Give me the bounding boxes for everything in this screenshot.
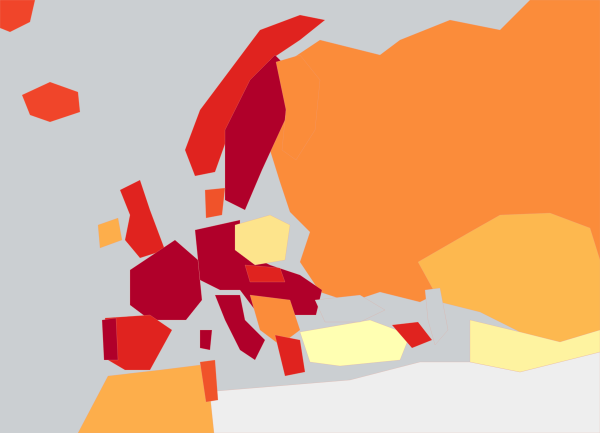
region-kazakhstan bbox=[417, 212, 600, 343]
caspian-sea bbox=[424, 287, 449, 346]
region-ireland bbox=[97, 217, 123, 249]
black-sea bbox=[314, 294, 386, 323]
region-north-africa bbox=[77, 364, 215, 433]
region-central-asia bbox=[469, 319, 600, 373]
region-sardinia bbox=[199, 329, 213, 351]
region-finland bbox=[275, 54, 321, 161]
region-turkey bbox=[299, 319, 411, 367]
region-uk bbox=[119, 179, 166, 259]
region-italy bbox=[214, 294, 266, 361]
region-slovakia bbox=[244, 264, 286, 283]
region-norway bbox=[184, 14, 326, 177]
region-iceland bbox=[21, 81, 81, 123]
region-greenland bbox=[0, 0, 36, 33]
region-portugal bbox=[101, 317, 119, 361]
region-france bbox=[129, 239, 203, 321]
region-balkans bbox=[249, 294, 301, 346]
region-tunisia bbox=[199, 359, 219, 403]
region-greece bbox=[274, 334, 306, 377]
region-denmark bbox=[204, 187, 226, 219]
region-caucasus bbox=[391, 321, 433, 349]
region-poland bbox=[234, 214, 291, 266]
